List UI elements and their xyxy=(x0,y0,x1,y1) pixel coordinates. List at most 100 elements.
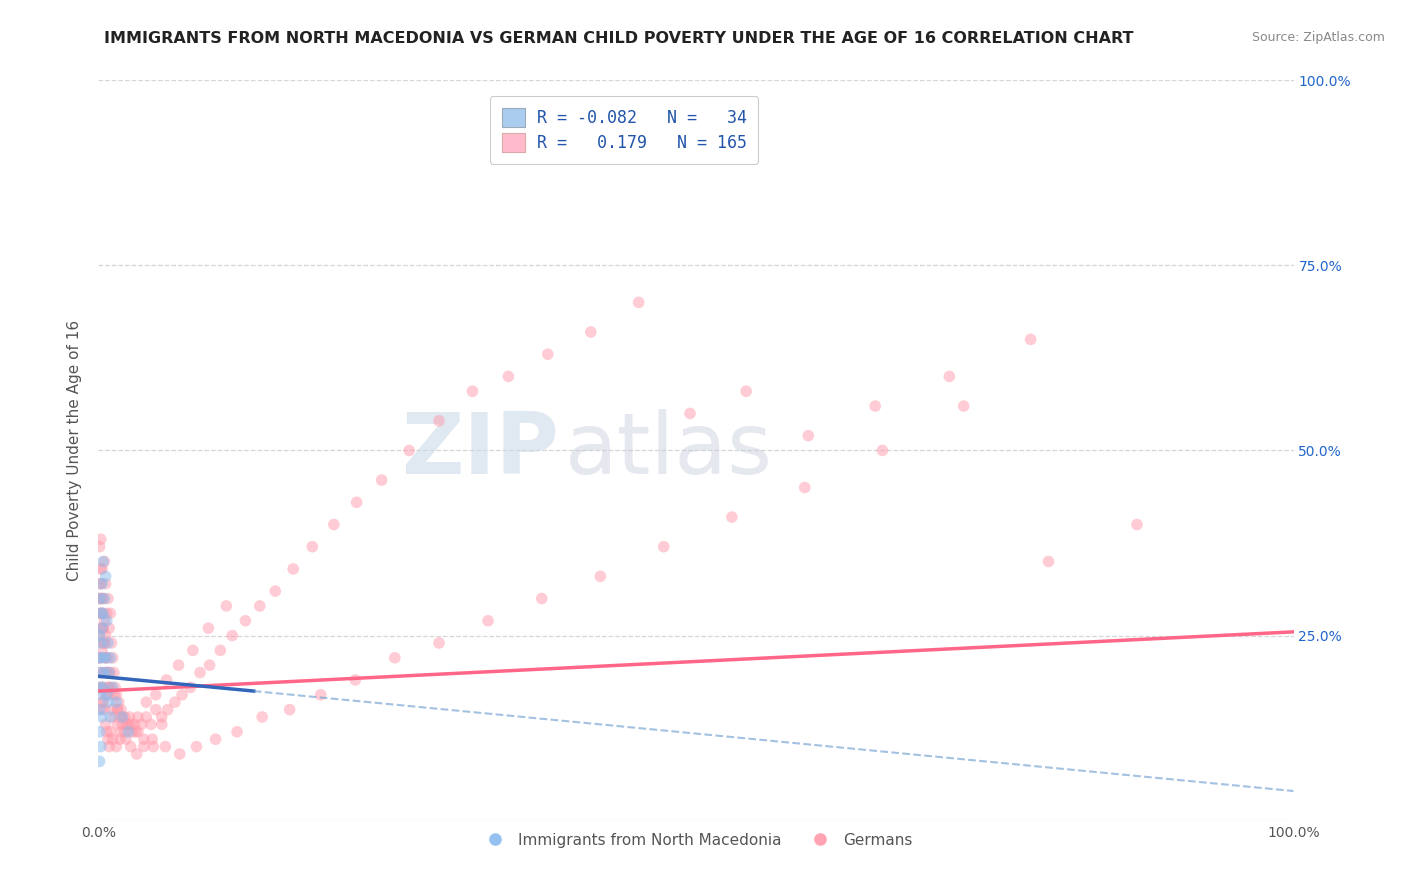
Point xyxy=(98,665,121,680)
Point xyxy=(118,710,141,724)
Point xyxy=(93,591,115,606)
Text: Source: ZipAtlas.com: Source: ZipAtlas.com xyxy=(1251,31,1385,45)
Point xyxy=(179,681,201,695)
Point xyxy=(91,607,114,621)
Point xyxy=(90,703,112,717)
Point xyxy=(124,724,146,739)
Point xyxy=(209,643,232,657)
Point xyxy=(142,739,165,754)
Point xyxy=(108,710,131,724)
Point xyxy=(952,399,974,413)
Point xyxy=(107,695,129,709)
Point xyxy=(427,636,450,650)
Point xyxy=(398,443,420,458)
Point xyxy=(384,650,406,665)
Point xyxy=(91,607,114,621)
Point xyxy=(530,591,553,606)
Point xyxy=(91,695,114,709)
Point xyxy=(150,710,173,724)
Point xyxy=(652,540,675,554)
Text: atlas: atlas xyxy=(565,409,772,492)
Point xyxy=(735,384,758,399)
Point xyxy=(104,681,127,695)
Point xyxy=(427,414,450,428)
Point xyxy=(94,650,117,665)
Point xyxy=(172,688,194,702)
Point xyxy=(627,295,650,310)
Point xyxy=(145,703,167,717)
Point xyxy=(89,650,111,665)
Point xyxy=(90,562,112,576)
Point xyxy=(93,703,115,717)
Point xyxy=(91,681,114,695)
Point xyxy=(188,665,211,680)
Point xyxy=(169,747,191,761)
Point xyxy=(97,732,120,747)
Point xyxy=(301,540,323,554)
Point xyxy=(346,495,368,509)
Point xyxy=(89,755,111,769)
Point xyxy=(97,650,120,665)
Point xyxy=(98,607,122,621)
Point xyxy=(114,710,136,724)
Point xyxy=(111,710,134,724)
Point xyxy=(89,628,111,642)
Point xyxy=(101,650,124,665)
Point xyxy=(132,739,155,754)
Point xyxy=(97,695,120,709)
Point xyxy=(127,710,149,724)
Point xyxy=(141,732,163,747)
Point xyxy=(96,724,118,739)
Point xyxy=(94,569,117,583)
Point xyxy=(90,533,112,547)
Point xyxy=(101,732,124,747)
Point xyxy=(89,591,111,606)
Point xyxy=(322,517,344,532)
Point xyxy=(93,614,115,628)
Point xyxy=(131,717,153,731)
Point xyxy=(94,650,117,665)
Point xyxy=(204,732,226,747)
Point xyxy=(96,688,118,702)
Point xyxy=(98,681,122,695)
Point xyxy=(186,739,208,754)
Point xyxy=(98,724,122,739)
Point xyxy=(105,739,128,754)
Point xyxy=(91,681,114,695)
Point xyxy=(872,443,894,458)
Point xyxy=(89,607,111,621)
Point xyxy=(91,695,114,709)
Point xyxy=(103,688,125,702)
Point xyxy=(89,650,111,665)
Point xyxy=(93,665,115,680)
Point xyxy=(120,739,142,754)
Point xyxy=(96,614,118,628)
Point xyxy=(91,650,114,665)
Point xyxy=(793,480,815,494)
Point xyxy=(94,628,117,642)
Point xyxy=(89,628,111,642)
Point xyxy=(97,681,120,695)
Point xyxy=(537,347,560,361)
Point xyxy=(155,673,177,687)
Point xyxy=(579,325,602,339)
Point xyxy=(797,428,820,442)
Point xyxy=(89,703,111,717)
Point xyxy=(94,576,117,591)
Point xyxy=(167,658,190,673)
Point xyxy=(98,621,121,635)
Point xyxy=(1126,517,1149,532)
Point xyxy=(115,717,138,731)
Point xyxy=(156,703,179,717)
Point xyxy=(135,710,157,724)
Point xyxy=(124,717,146,731)
Point xyxy=(309,688,332,702)
Point xyxy=(91,621,114,635)
Point xyxy=(105,695,128,709)
Point xyxy=(150,717,173,731)
Point xyxy=(89,724,111,739)
Point xyxy=(98,681,121,695)
Point xyxy=(89,681,111,695)
Point xyxy=(110,703,132,717)
Point xyxy=(91,681,114,695)
